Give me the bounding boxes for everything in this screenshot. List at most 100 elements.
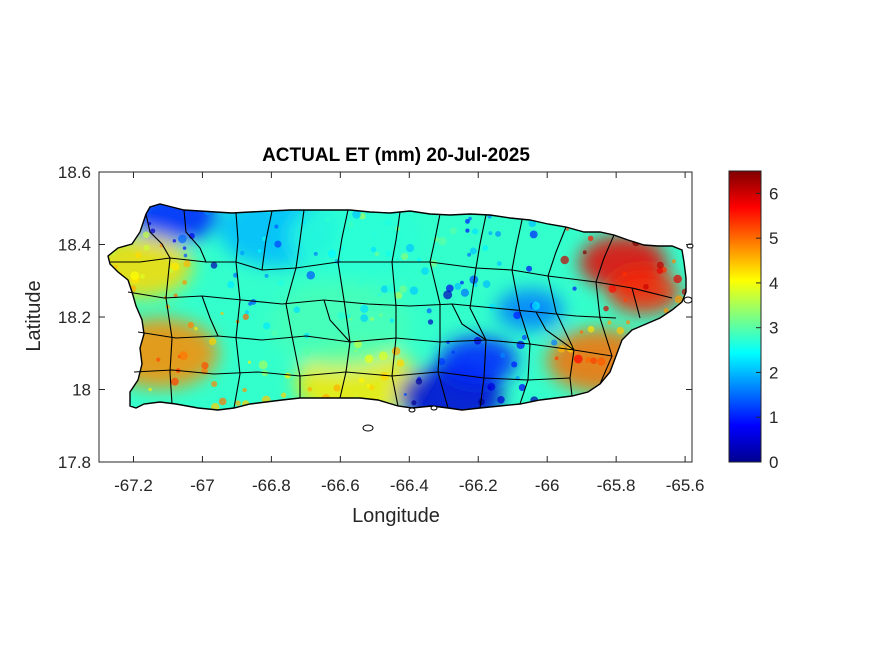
raster-speck — [172, 239, 177, 243]
islet — [362, 424, 374, 432]
raster-speck — [360, 304, 369, 314]
x-tick-label: -67 — [190, 476, 215, 495]
raster-speck — [488, 303, 496, 311]
raster-speck — [460, 288, 470, 297]
raster-speck — [239, 250, 245, 256]
raster-speck — [411, 400, 417, 406]
raster-speck — [427, 319, 434, 325]
raster-speck — [130, 271, 140, 281]
colorbar-tick-label: 3 — [769, 319, 778, 338]
raster-speck — [201, 361, 209, 370]
raster-speck — [280, 392, 287, 398]
island-coastline — [107, 203, 687, 411]
raster-speck — [674, 295, 684, 304]
colorbar — [728, 170, 762, 463]
colorbar-tick-label: 2 — [769, 363, 778, 382]
islet — [683, 296, 693, 304]
municipality-border — [595, 281, 613, 385]
raster-speck — [380, 285, 389, 293]
raster-speck — [467, 252, 472, 257]
raster-speck — [354, 348, 358, 353]
raster-speck — [369, 384, 375, 391]
islet — [408, 407, 416, 413]
raster-speck — [623, 298, 628, 302]
raster-speck — [374, 251, 380, 257]
raster-speck — [590, 357, 597, 364]
raster-speck — [173, 293, 178, 298]
raster-speck — [183, 253, 188, 258]
raster-speck — [377, 292, 382, 297]
raster-speck — [227, 280, 235, 289]
raster-speck — [465, 218, 470, 224]
raster-speck — [478, 398, 485, 406]
municipality-border — [511, 219, 523, 271]
raster-region — [289, 204, 426, 279]
raster-speck — [405, 243, 415, 253]
raster-speck — [488, 231, 493, 236]
raster-speck — [663, 307, 669, 314]
raster-speck — [293, 306, 301, 314]
colorbar-tick-label: 4 — [769, 274, 778, 293]
raster-speck — [526, 265, 533, 272]
raster-speck — [179, 351, 188, 361]
y-tick-label: 18 — [72, 381, 91, 400]
municipality-border — [631, 287, 641, 319]
raster-speck — [211, 380, 218, 388]
x-tick-label: -65.6 — [666, 476, 705, 495]
colorbar-tick-label: 1 — [769, 408, 778, 427]
raster-speck — [438, 236, 447, 246]
raster-speck — [346, 314, 351, 319]
raster-speck — [643, 284, 649, 290]
raster-speck — [426, 308, 432, 314]
municipality-border — [295, 209, 305, 269]
raster-speck — [579, 330, 584, 334]
raster-speck — [469, 247, 477, 255]
municipality-boundaries — [110, 209, 673, 409]
raster-speck — [500, 352, 506, 358]
raster-speck — [622, 271, 627, 277]
municipality-border — [391, 211, 401, 263]
raster-speck — [403, 393, 407, 397]
raster-speck — [263, 322, 271, 330]
raster-speck — [357, 276, 367, 286]
islet — [430, 405, 438, 411]
municipality-border — [233, 261, 241, 409]
raster-speck — [572, 286, 577, 291]
raster-speck — [313, 251, 318, 256]
raster-region — [607, 269, 681, 315]
raster-region — [270, 281, 411, 368]
municipality-border — [110, 257, 673, 299]
raster-speck — [271, 330, 278, 337]
raster-speck — [359, 213, 366, 220]
raster-speck — [482, 245, 489, 251]
y-axis-label: Latitude — [23, 280, 45, 351]
raster-speck — [352, 210, 361, 219]
raster-speck — [656, 267, 663, 275]
raster-speck — [366, 383, 370, 388]
raster-speck — [358, 377, 365, 384]
raster-speck — [521, 334, 527, 341]
raster-speck — [597, 357, 606, 366]
municipality-border — [323, 299, 351, 343]
municipality-border — [391, 261, 399, 407]
municipality-border — [475, 214, 487, 269]
raster-speck — [496, 261, 502, 267]
raster-speck — [531, 301, 540, 310]
raster-speck — [391, 346, 401, 356]
raster-speck — [210, 262, 218, 269]
raster-speck — [473, 283, 478, 288]
x-tick-label: -67.2 — [114, 476, 153, 495]
raster-speck — [516, 340, 525, 350]
raster-speck — [156, 357, 161, 362]
x-tick-label: -66.4 — [390, 476, 429, 495]
raster-speck — [183, 260, 191, 268]
y-axis-ticks: 17.8 18 18.2 18.4 18.6 — [58, 163, 692, 472]
raster-speck — [182, 246, 187, 250]
raster-speck — [529, 230, 538, 239]
raster-speck — [415, 378, 423, 385]
raster-speck — [333, 384, 341, 392]
raster-speck — [248, 301, 252, 306]
x-tick-label: -66.8 — [252, 476, 291, 495]
raster-speck — [244, 310, 250, 315]
